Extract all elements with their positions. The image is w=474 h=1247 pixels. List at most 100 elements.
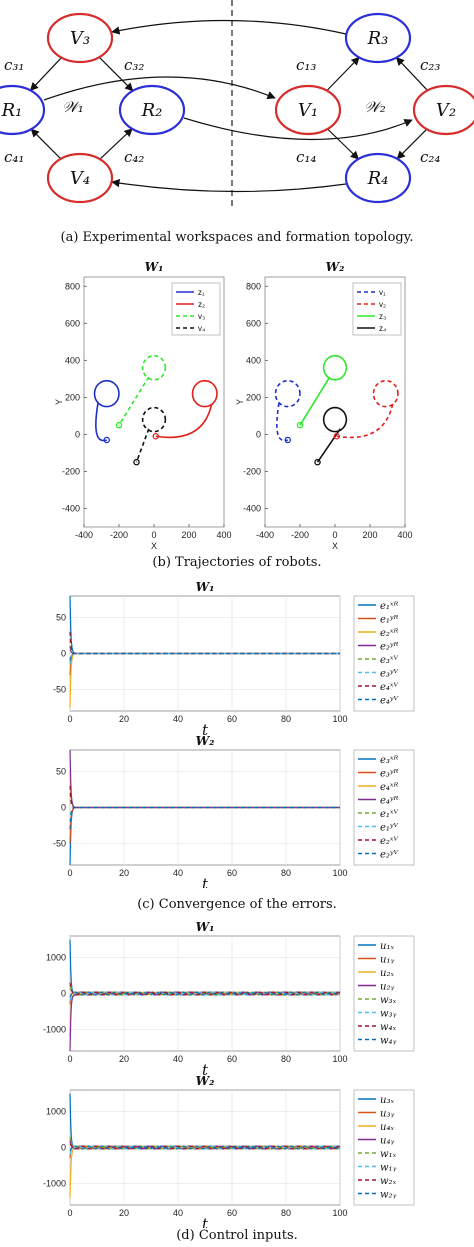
y-tick-label: -1000	[43, 1178, 66, 1188]
start-marker	[115, 421, 123, 429]
node-label-V3: V₃	[70, 28, 90, 49]
node-label-R3: R₃	[367, 28, 389, 49]
series-w₄ᵧ	[69, 991, 341, 998]
legend-box	[353, 1089, 415, 1206]
y-tick-label: 0	[256, 429, 261, 439]
series-e₃ʸⱽ	[69, 652, 340, 665]
trajectory-plots: W₁ -400 -200 0 200 400 -400 -200 0 200 400 600 800 X Y…	[54, 260, 413, 551]
plot-title: W₁	[196, 580, 215, 594]
node-R1	[0, 84, 46, 136]
y-tick-label: -50	[53, 684, 66, 694]
y-tick-label: 0	[61, 1143, 66, 1153]
caption-c: (c) Convergence of the errors.	[137, 897, 337, 912]
trajectory-z₄	[316, 406, 348, 463]
y-tick-label: 200	[65, 392, 80, 402]
legend-entry: u₃ᵧ	[380, 1109, 394, 1120]
x-tick-label: 0	[67, 1208, 72, 1218]
x-axis-label: t	[202, 1215, 209, 1228]
y-tick-label: 50	[56, 613, 66, 623]
plot-title: W₁	[145, 260, 164, 274]
node-label-R4: R₄	[367, 168, 389, 189]
x-axis-label: X	[332, 541, 338, 551]
x-tick-label: 400	[397, 530, 412, 540]
edge-V3-R1	[29, 57, 62, 92]
error-plot-2: W₂ 0 20 40 60 80 100 -50 0 50 t e₃ˣᴿ e₃ʸᴿ e₄ˣᴿ e₄ʸᴿ e₁ˣ…	[53, 734, 415, 888]
y-tick-label: -400	[243, 503, 261, 513]
start-marker	[152, 433, 159, 440]
x-tick-label: 20	[119, 1054, 129, 1064]
legend-entry: w₄ᵧ	[380, 1036, 397, 1047]
x-tick-label: -400	[75, 530, 93, 540]
node-V2	[412, 84, 474, 136]
edge-R3-V3	[111, 19, 347, 35]
edge-R2-V2	[183, 117, 413, 141]
legend-entry: u₄ᵧ	[380, 1136, 394, 1147]
legend-entry: e₃ʸⱽ	[380, 669, 399, 680]
x-axis-label: t	[202, 875, 209, 888]
y-tick-label: 1000	[46, 1107, 66, 1117]
x-axis-label: t	[202, 1061, 209, 1079]
edge-V3-R2	[98, 56, 134, 92]
legend-box	[353, 595, 415, 712]
trajectory-z₂	[155, 379, 218, 439]
legend-entry: z₂	[198, 300, 205, 309]
x-tick-label: 100	[332, 1054, 347, 1064]
y-tick-label: 50	[56, 767, 66, 777]
plot-title: W₁	[196, 920, 215, 934]
y-tick-label: 0	[61, 649, 66, 659]
start-marker	[314, 458, 321, 466]
legend-entry: z₄	[379, 324, 386, 333]
legend-entry: u₂ᵧ	[380, 982, 394, 993]
legend-box	[353, 935, 415, 1052]
edge-label-c13: c₁₃	[296, 56, 316, 74]
y-tick-label: -400	[62, 503, 80, 513]
series-w₃ₓ	[69, 986, 341, 996]
x-tick-label: 40	[173, 714, 183, 724]
caption-d: (d) Control inputs.	[176, 1228, 298, 1243]
legend-entry: u₁ₓ	[380, 941, 394, 952]
edge-label-c32: c₃₂	[124, 56, 144, 74]
caption-b: (b) Trajectories of robots.	[152, 555, 322, 570]
start-marker	[103, 436, 111, 444]
start-marker	[296, 421, 304, 429]
x-tick-label: 0	[67, 714, 72, 724]
series-w₃ᵧ	[69, 991, 341, 1001]
edge-label-c14: c₁₄	[296, 148, 316, 166]
y-tick-label: 800	[246, 281, 261, 291]
node-R3	[344, 12, 412, 64]
formation-topology-diagram: V₃ R₁ R₂ V₄ R₃ V₁ V₂ R₄ 𝒲₁ 𝒲₂ c₃₁ c₃₂ c₄₁ c₄₂ c…	[0, 0, 474, 210]
y-axis-label: Y	[235, 399, 245, 405]
legend-entry: v₄	[198, 324, 205, 333]
trajectory-v₃	[118, 354, 167, 426]
legend-entry: z₃	[379, 312, 386, 321]
legend-entry: e₄ˣⱽ	[380, 682, 399, 693]
legend-entry: w₃ₓ	[380, 995, 397, 1006]
legend-entry: e₃ˣⱽ	[380, 655, 399, 666]
x-tick-label: 80	[281, 1054, 291, 1064]
edge-R4-V4	[111, 178, 347, 193]
legend-entry: e₄ˣᴿ	[380, 782, 398, 793]
y-tick-label: -200	[243, 466, 261, 476]
legend-entry: v₁	[379, 288, 386, 297]
legend-entry: w₃ᵧ	[380, 1009, 397, 1020]
legend-entry: u₂ₓ	[380, 968, 394, 979]
edge-label-c23: c₂₃	[420, 56, 440, 74]
legend-entry: z₁	[198, 288, 205, 297]
legend-entry: v₃	[198, 312, 205, 321]
x-tick-label: 20	[119, 714, 129, 724]
x-tick-label: 200	[362, 530, 377, 540]
edge-V4-R1	[30, 128, 62, 160]
x-tick-label: 80	[281, 868, 291, 878]
legend-entry: u₃ₓ	[380, 1095, 394, 1106]
series-w₄ₓ	[69, 982, 340, 996]
legend-entry: e₂ˣⱽ	[380, 836, 399, 847]
legend-entry: e₂ʸᴿ	[380, 642, 398, 653]
y-tick-label: 1000	[46, 953, 66, 963]
x-tick-label: 60	[227, 1208, 237, 1218]
x-axis-label: t	[202, 721, 209, 739]
legend-entry: e₄ʸⱽ	[380, 696, 399, 707]
y-axis-label: Y	[54, 399, 64, 405]
trajectory-plot-1: W₁ -400 -200 0 200 400 -400 -200 0 200 400 600 800 X Y…	[54, 260, 232, 551]
y-tick-label: 800	[65, 281, 80, 291]
node-R2	[118, 84, 186, 136]
